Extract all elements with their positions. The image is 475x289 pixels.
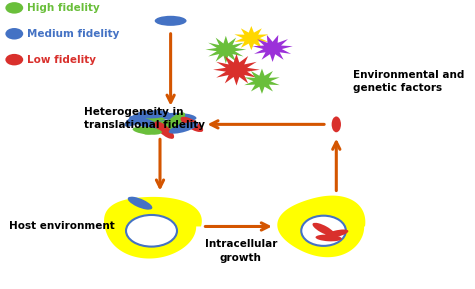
Polygon shape xyxy=(104,197,202,259)
Ellipse shape xyxy=(301,216,346,246)
Polygon shape xyxy=(244,68,280,94)
Polygon shape xyxy=(277,196,365,257)
Ellipse shape xyxy=(5,54,23,65)
Ellipse shape xyxy=(124,110,149,127)
Polygon shape xyxy=(206,36,246,63)
Ellipse shape xyxy=(138,110,170,118)
Ellipse shape xyxy=(148,118,184,130)
Ellipse shape xyxy=(128,197,152,210)
Text: Medium fidelity: Medium fidelity xyxy=(27,29,119,39)
Ellipse shape xyxy=(154,121,174,139)
Polygon shape xyxy=(252,35,293,62)
Ellipse shape xyxy=(162,113,197,122)
Ellipse shape xyxy=(169,122,198,134)
Ellipse shape xyxy=(164,112,185,131)
Text: Low fidelity: Low fidelity xyxy=(27,55,96,65)
Ellipse shape xyxy=(126,215,177,247)
Polygon shape xyxy=(213,54,260,86)
Ellipse shape xyxy=(5,2,23,14)
Ellipse shape xyxy=(324,229,348,238)
Ellipse shape xyxy=(143,120,172,135)
Ellipse shape xyxy=(180,117,203,132)
Text: Heterogeneity in
translational fidelity: Heterogeneity in translational fidelity xyxy=(84,107,205,130)
Text: Host environment: Host environment xyxy=(9,221,115,231)
Text: Environmental and
genetic factors: Environmental and genetic factors xyxy=(353,70,465,93)
Ellipse shape xyxy=(133,127,162,135)
Ellipse shape xyxy=(129,116,161,130)
Text: High fidelity: High fidelity xyxy=(27,3,100,13)
Ellipse shape xyxy=(332,116,341,132)
Polygon shape xyxy=(234,26,268,50)
Ellipse shape xyxy=(315,235,342,241)
Ellipse shape xyxy=(155,16,187,26)
Ellipse shape xyxy=(5,28,23,40)
Ellipse shape xyxy=(133,113,170,124)
Text: Intracellular
growth: Intracellular growth xyxy=(205,239,277,262)
Ellipse shape xyxy=(313,223,334,236)
